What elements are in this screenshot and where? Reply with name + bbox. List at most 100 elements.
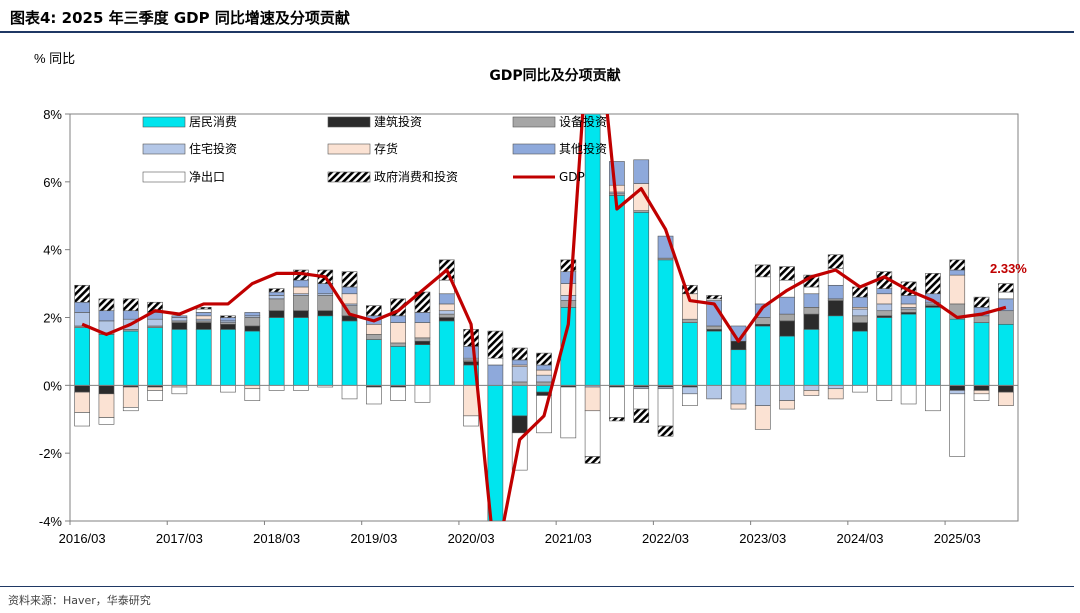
- bar-segment-1-2019Q1: [366, 339, 382, 386]
- legend-swatch-3: [512, 116, 556, 128]
- bar-segment-3-2023Q2: [779, 313, 795, 322]
- bar-segment-5-2018Q4: [341, 293, 358, 305]
- bar-segment-4-2017Q1: [171, 317, 188, 322]
- bar-segment-7-2021Q3: [609, 386, 625, 418]
- bar-segment-4-2022Q3: [706, 385, 722, 400]
- legend-swatch-2: [327, 116, 371, 128]
- bar-segment-3-2025Q3: [998, 310, 1014, 325]
- bar-segment-1-2020Q2: [487, 385, 504, 521]
- x-tick-label: 2016/03: [59, 531, 106, 546]
- bar-segment-1-2019Q2: [390, 346, 406, 386]
- bar-segment-1-2016Q4: [147, 327, 163, 386]
- bar-segment-1-2016Q2: [98, 334, 115, 386]
- legend-swatch-6: [512, 143, 556, 155]
- bar-segment-7-2021Q4: [633, 388, 650, 410]
- bar-segment-5-2025Q1: [949, 274, 966, 305]
- bar-segment-5-2024Q3: [900, 303, 917, 308]
- bar-segment-6-2024Q3: [900, 295, 917, 305]
- bar-segment-6-2016Q1: [74, 301, 90, 313]
- bar-segment-8-2022Q2: [682, 284, 698, 295]
- bar-segment-2-2018Q2: [293, 310, 309, 318]
- bar-segment-6-2019Q3: [414, 312, 431, 323]
- bar-segment-1-2017Q3: [220, 329, 236, 386]
- bar-segment-1-2016Q1: [74, 327, 90, 386]
- x-tick-label: 2021/03: [545, 531, 592, 546]
- bar-segment-6-2020Q2: [487, 364, 504, 386]
- bar-segment-7-2022Q1: [657, 388, 674, 427]
- bar-segment-3-2019Q1: [366, 334, 382, 340]
- bar-segment-6-2024Q2: [876, 288, 893, 295]
- legend-label-8: 政府消费和投资: [374, 169, 458, 184]
- bar-segment-1-2025Q1: [949, 318, 966, 386]
- bar-segment-7-2017Q3: [220, 385, 236, 393]
- bar-segment-7-2017Q4: [244, 388, 261, 401]
- bar-segment-5-2021Q1: [560, 283, 577, 296]
- bar-segment-4-2024Q2: [876, 303, 893, 312]
- bar-segment-5-2025Q2: [973, 390, 990, 395]
- bar-segment-4-2016Q4: [147, 318, 163, 327]
- bar-segment-5-2017Q4: [244, 385, 261, 390]
- bar-segment-8-2021Q1: [560, 259, 577, 273]
- bar-segment-7-2016Q2: [98, 417, 115, 425]
- bar-segment-6-2020Q4: [536, 364, 552, 371]
- bar-segment-5-2020Q4: [536, 369, 552, 376]
- bar-segment-7-2023Q1: [754, 276, 771, 305]
- bar-segment-2-2018Q3: [317, 310, 334, 317]
- bar-segment-2-2019Q3: [414, 340, 431, 345]
- bar-segment-1-2024Q1: [852, 330, 868, 386]
- bar-segment-8-2022Q1: [657, 425, 674, 437]
- bar-segment-7-2024Q3: [900, 385, 917, 405]
- bar-segment-2-2025Q1: [949, 385, 966, 391]
- bar-segment-7-2025Q2: [973, 393, 990, 401]
- bar-segment-4-2020Q3: [511, 366, 528, 383]
- figure-caption: 图表4: 2025 年三季度 GDP 同比增速及分项贡献: [10, 9, 350, 27]
- bar-segment-6-2023Q3: [803, 293, 820, 308]
- bar-segment-2-2016Q2: [98, 385, 115, 395]
- bar-segment-4-2023Q3: [803, 385, 820, 391]
- bar-segment-2-2016Q1: [74, 385, 90, 393]
- bar-segment-2-2020Q2: [488, 548, 503, 558]
- bar-segment-5-2023Q2: [779, 400, 795, 410]
- bar-segment-5-2020Q2: [488, 568, 503, 575]
- bar-segment-3-2020Q4: [536, 381, 552, 386]
- bar-segment-2-2024Q1: [852, 322, 868, 332]
- bar-segment-6-2017Q1: [171, 315, 188, 318]
- bar-segment-2-2023Q4: [827, 300, 844, 317]
- bar-segment-7-2025Q3: [998, 291, 1014, 300]
- bar-segment-3-2023Q3: [803, 307, 820, 315]
- bar-segment-8-2020Q2: [487, 330, 504, 359]
- bar-segment-4-2020Q4: [536, 374, 552, 383]
- bar-segment-4-2022Q2: [682, 386, 698, 395]
- bar-segment-1-2016Q3: [122, 330, 139, 386]
- bar-segment-7-2016Q3: [122, 407, 139, 412]
- bar-segment-1-2017Q2: [195, 329, 212, 386]
- bar-segment-8-2021Q4: [633, 408, 650, 423]
- bar-segment-1-2021Q3: [609, 195, 625, 386]
- bar-segment-1-2024Q2: [876, 317, 893, 386]
- bar-segment-7-2024Q2: [876, 385, 893, 401]
- bar-segment-5-2019Q4: [438, 303, 455, 312]
- bar-segment-5-2017Q2: [195, 315, 212, 320]
- bar-segment-8-2025Q2: [973, 296, 990, 308]
- legend-swatch-4: [142, 143, 186, 155]
- bar-segment-5-2016Q3: [122, 386, 139, 408]
- bar-segment-7-2021Q2: [584, 410, 601, 457]
- bar-segment-6-2021Q2: [585, 89, 600, 113]
- bar-segment-5-2023Q4: [827, 388, 844, 400]
- bar-segment-1-2018Q3: [317, 315, 334, 386]
- bar-segment-7-2017Q2: [195, 308, 212, 313]
- bar-segment-6-2016Q3: [122, 310, 139, 320]
- bar-segment-7-2020Q1: [463, 415, 479, 427]
- bar-segment-6-2017Q4: [244, 312, 261, 317]
- bar-segment-7-2018Q1: [268, 385, 285, 391]
- bar-segment-1-2018Q4: [341, 320, 358, 386]
- bars-layer: [74, 89, 1014, 575]
- legend-label-7: 净出口: [189, 170, 225, 184]
- x-tick-label: 2020/03: [448, 531, 495, 546]
- bar-segment-3-2017Q4: [244, 317, 261, 327]
- bar-segment-1-2019Q3: [414, 344, 431, 386]
- bar-segment-6-2018Q4: [341, 286, 358, 295]
- bar-segment-4-2021Q1: [560, 295, 577, 301]
- bar-segment-1-2019Q4: [438, 320, 455, 386]
